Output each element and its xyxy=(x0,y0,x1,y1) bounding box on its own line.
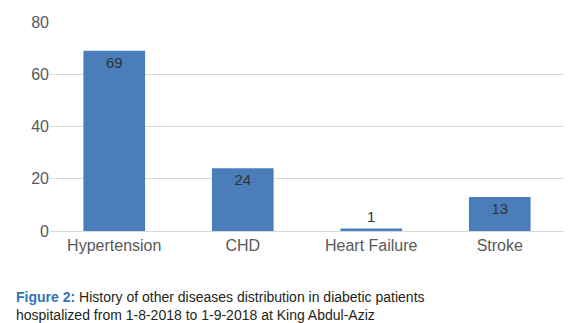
svg-text:20: 20 xyxy=(31,170,49,187)
svg-text:1: 1 xyxy=(367,208,375,225)
svg-text:24: 24 xyxy=(234,171,251,188)
svg-text:80: 80 xyxy=(31,14,49,31)
svg-text:Stroke: Stroke xyxy=(477,237,523,254)
svg-text:CHD: CHD xyxy=(225,237,260,254)
svg-text:Figure 2: History of other dis: Figure 2: History of other diseases dist… xyxy=(16,289,425,323)
svg-text:Hypertension: Hypertension xyxy=(67,237,161,254)
svg-text:Heart Failure: Heart Failure xyxy=(325,237,418,254)
svg-text:40: 40 xyxy=(31,118,49,135)
svg-text:69: 69 xyxy=(106,54,123,71)
svg-text:13: 13 xyxy=(491,200,508,217)
svg-text:60: 60 xyxy=(31,66,49,83)
svg-text:0: 0 xyxy=(40,223,49,240)
